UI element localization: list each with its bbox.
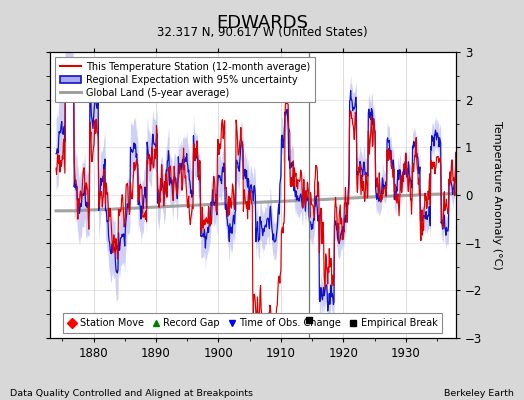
Text: Data Quality Controlled and Aligned at Breakpoints: Data Quality Controlled and Aligned at B… xyxy=(10,389,254,398)
Y-axis label: Temperature Anomaly (°C): Temperature Anomaly (°C) xyxy=(492,121,501,269)
Text: 32.317 N, 90.617 W (United States): 32.317 N, 90.617 W (United States) xyxy=(157,26,367,39)
Legend: Station Move, Record Gap, Time of Obs. Change, Empirical Break: Station Move, Record Gap, Time of Obs. C… xyxy=(63,314,442,333)
Text: EDWARDS: EDWARDS xyxy=(216,14,308,32)
Text: Berkeley Earth: Berkeley Earth xyxy=(444,389,514,398)
